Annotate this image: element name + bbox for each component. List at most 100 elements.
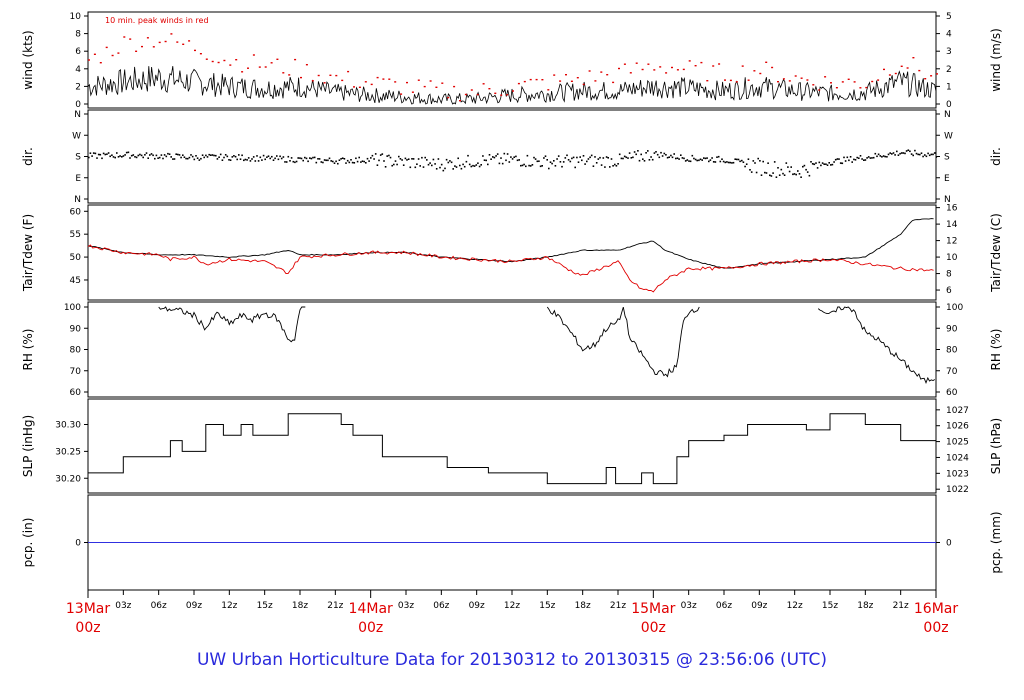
direction-point [716, 156, 718, 158]
direction-point [210, 154, 212, 156]
direction-point [160, 154, 163, 156]
direction-point [155, 154, 158, 157]
direction-point [358, 156, 360, 159]
direction-point [276, 155, 278, 157]
direction-point [764, 171, 766, 174]
peak-wind-point [865, 86, 868, 89]
peak-wind-point [912, 57, 915, 59]
direction-point [691, 154, 694, 157]
ylabel-slp: SLP (inHg) [21, 415, 35, 477]
direction-point [581, 159, 583, 162]
direction-point [376, 164, 379, 166]
direction-point [562, 161, 565, 163]
direction-point [851, 161, 853, 163]
direction-point [653, 152, 656, 154]
ylabel-right-wind: wind (m/s) [989, 28, 1003, 92]
direction-point [546, 159, 548, 161]
direction-point [656, 153, 659, 156]
direction-point [201, 154, 204, 156]
direction-point [897, 154, 900, 156]
direction-point [91, 155, 93, 157]
ytick-label-slp: 30.25 [55, 447, 81, 457]
ytick-right-label-wind: 4 [946, 30, 952, 40]
direction-point [406, 159, 408, 161]
ytick-label-rh: 60 [70, 388, 82, 398]
direction-point [775, 176, 778, 178]
direction-point [788, 170, 791, 173]
peak-wind-point [423, 85, 426, 88]
direction-point [899, 152, 901, 155]
xtick-major-date: 13Mar [66, 601, 110, 617]
direction-point [249, 160, 252, 162]
direction-point [452, 168, 454, 170]
direction-point [557, 155, 560, 157]
direction-point [902, 152, 905, 154]
direction-point [737, 158, 740, 161]
direction-point [536, 160, 539, 163]
peak-wind-point [364, 81, 367, 83]
ytick-right-label-dir: N [944, 110, 951, 120]
peak-wind-point [535, 78, 538, 81]
direction-point [777, 167, 779, 169]
peak-wind-point [818, 89, 821, 91]
direction-point [750, 171, 753, 173]
peak-wind-point [588, 70, 591, 72]
ytick-label-dir: N [74, 195, 81, 205]
peak-wind-point [741, 65, 744, 67]
direction-point [135, 156, 138, 159]
direction-point [534, 158, 537, 160]
ylabel-right-pcp: pcp. (mm) [989, 511, 1003, 573]
direction-point [673, 153, 675, 155]
direction-point [610, 158, 613, 160]
direction-point [686, 159, 689, 161]
direction-point [421, 156, 423, 159]
direction-point [874, 152, 877, 155]
peak-wind-point [494, 92, 497, 94]
direction-point [294, 161, 296, 164]
direction-point [808, 174, 811, 177]
direction-point [655, 151, 657, 153]
peak-wind-point [282, 72, 285, 74]
direction-point [198, 159, 201, 161]
direction-point [257, 160, 260, 162]
direction-point [393, 163, 395, 166]
direction-point [549, 161, 552, 163]
direction-point [140, 154, 143, 157]
direction-point [813, 163, 816, 166]
direction-point [218, 156, 220, 158]
xtick-label: 18z [575, 601, 591, 611]
peak-wind-point [700, 61, 703, 64]
direction-point [678, 158, 680, 160]
direction-point [493, 156, 496, 159]
direction-point [925, 155, 928, 158]
direction-point [88, 156, 90, 159]
direction-point [414, 166, 417, 169]
direction-point [544, 155, 547, 157]
direction-point [297, 157, 299, 159]
direction-point [742, 161, 745, 163]
direction-point [402, 164, 405, 166]
ytick-right-label-dir: N [944, 195, 951, 205]
peak-wind-point [235, 59, 238, 61]
direction-point [815, 162, 817, 164]
direction-point [348, 161, 351, 164]
direction-point [495, 155, 497, 157]
peak-wind-point [612, 81, 615, 84]
direction-point [226, 155, 229, 158]
direction-point [576, 156, 578, 159]
ytick-label-temp: 45 [70, 276, 81, 286]
direction-point [684, 160, 687, 162]
direction-point [162, 157, 164, 160]
peak-wind-point [152, 46, 155, 48]
direction-point [229, 159, 232, 161]
ytick-label-temp: 55 [70, 230, 81, 240]
direction-point [625, 156, 628, 159]
direction-point [783, 174, 786, 176]
direction-point [180, 156, 182, 159]
xtick-label: 18z [292, 601, 308, 611]
direction-point [577, 161, 580, 163]
direction-point [731, 162, 733, 164]
ytick-label-wind: 8 [75, 30, 81, 40]
direction-point [503, 152, 506, 155]
peak-wind-point [665, 72, 668, 74]
